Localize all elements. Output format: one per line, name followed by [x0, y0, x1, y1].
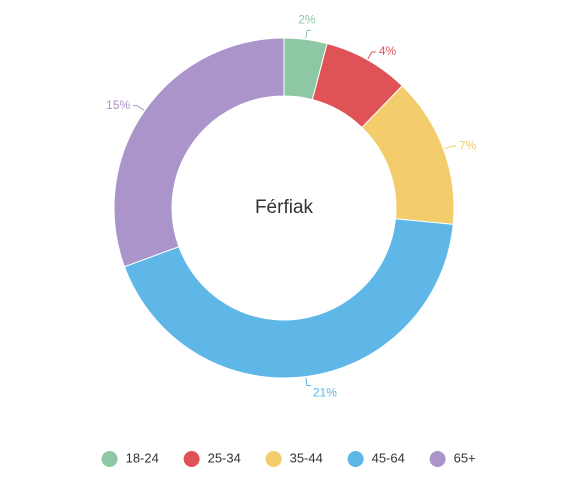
legend-label-35-44: 35-44 [290, 450, 323, 465]
legend-swatch-35-44 [265, 451, 282, 467]
slice-65plus[interactable] [113, 37, 285, 268]
label-connector-45-64 [305, 377, 311, 387]
legend-item-18-24[interactable]: 18-24 [101, 450, 159, 467]
legend-label-65plus: 65+ [454, 450, 476, 465]
data-label-18-24: 2% [298, 13, 316, 27]
legend: 18-24 25-34 35-44 45-64 65+ [101, 450, 476, 467]
legend-item-65plus[interactable]: 65+ [429, 450, 476, 467]
labels-layer: 2% 4% 7% 21% 15% [106, 13, 477, 400]
legend-label-45-64: 45-64 [372, 450, 405, 465]
legend-swatch-45-64 [347, 451, 364, 467]
slices-layer [113, 37, 455, 379]
legend-label-18-24: 18-24 [126, 450, 159, 465]
center-title: Férfiak [255, 197, 314, 218]
data-label-35-44: 7% [459, 138, 477, 152]
label-connector-25-34 [367, 51, 376, 60]
label-connector-35-44 [444, 145, 456, 150]
legend-item-45-64[interactable]: 45-64 [347, 450, 405, 467]
legend-item-25-34[interactable]: 25-34 [183, 450, 241, 467]
data-label-45-64: 21% [313, 386, 337, 400]
label-connector-18-24 [305, 29, 311, 39]
legend-item-35-44[interactable]: 35-44 [265, 450, 323, 467]
data-label-65plus: 15% [106, 98, 130, 112]
legend-swatch-18-24 [101, 451, 118, 467]
legend-label-25-34: 25-34 [208, 450, 241, 465]
label-connector-65plus [133, 105, 145, 111]
legend-swatch-25-34 [183, 451, 200, 467]
data-label-25-34: 4% [379, 44, 397, 58]
slice-45-64[interactable] [123, 218, 454, 379]
legend-swatch-65plus [429, 451, 446, 467]
